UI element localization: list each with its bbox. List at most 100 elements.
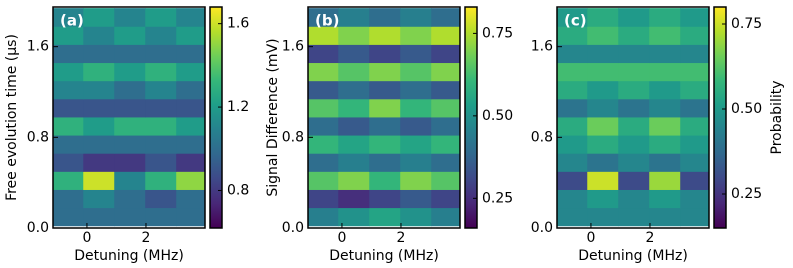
- heatmap-cell: [369, 153, 401, 172]
- heatmap-cell: [649, 171, 681, 190]
- colorbar-tick-label: 0.50: [731, 101, 762, 117]
- heatmap-cell: [557, 135, 588, 154]
- heatmap-cell: [680, 189, 709, 209]
- heatmap-cell: [400, 207, 432, 227]
- heatmap-cell: [114, 171, 146, 190]
- heatmap-cell: [557, 171, 588, 190]
- y-tick-label: 0.0: [531, 220, 553, 236]
- heatmap-cell: [618, 207, 650, 227]
- panel-label: (a): [60, 12, 84, 30]
- y-tick-label: 0.8: [531, 129, 553, 145]
- heatmap-cell: [649, 44, 681, 64]
- heatmap-cell: [400, 153, 432, 172]
- y-tick-label: 1.6: [531, 39, 553, 55]
- heatmap-cell: [680, 8, 709, 27]
- heatmap-cell: [338, 153, 370, 172]
- heatmap-cell: [680, 62, 709, 82]
- heatmap-cell: [587, 116, 619, 136]
- heatmap-cell: [400, 171, 432, 190]
- heatmap-cell: [145, 189, 177, 209]
- colorbar: [464, 6, 478, 229]
- heatmap-cell: [145, 44, 177, 64]
- colorbar-tick-label: 0.75: [482, 25, 513, 41]
- heatmap-cell: [83, 189, 115, 209]
- heatmap-cell: [308, 135, 339, 154]
- heatmap-cell: [649, 98, 681, 118]
- heatmap-cell: [338, 135, 370, 154]
- y-tick-label: 0.0: [27, 220, 49, 236]
- heatmap-cell: [308, 189, 339, 209]
- heatmap-cell: [557, 207, 588, 227]
- heatmap-cell: [83, 80, 115, 100]
- heatmap-cell: [114, 98, 146, 118]
- heatmap-cell: [587, 189, 619, 209]
- y-tick-label: 0.0: [282, 220, 304, 236]
- heatmap-cell: [680, 135, 709, 154]
- heatmap-cell: [83, 171, 115, 190]
- heatmap-cell: [338, 171, 370, 190]
- heatmap-cell: [649, 62, 681, 82]
- x-axis-label: Detuning (MHz): [329, 248, 439, 264]
- heatmap-cell: [308, 26, 339, 45]
- heatmap-cell: [557, 116, 588, 136]
- heatmap-cell: [587, 44, 619, 64]
- heatmap-cell: [369, 80, 401, 100]
- colorbar-tick-label: 0.8: [227, 182, 249, 198]
- x-tick-label: 0: [586, 230, 595, 246]
- heatmap-cell: [618, 62, 650, 82]
- heatmap-cell: [369, 189, 401, 209]
- heatmap: [308, 8, 460, 227]
- heatmap-cell: [431, 8, 460, 27]
- x-tick-label: 2: [397, 230, 406, 246]
- colorbar-tick-label: 0.25: [731, 186, 762, 202]
- heatmap-cell: [431, 116, 460, 136]
- heatmap-cell: [114, 62, 146, 82]
- heatmap-cell: [176, 98, 205, 118]
- heatmap-cell: [369, 26, 401, 45]
- heatmap-cell: [308, 207, 339, 227]
- x-tick-label: 0: [337, 230, 346, 246]
- panel-label: (b): [315, 12, 339, 30]
- heatmap-cell: [369, 8, 401, 27]
- heatmap-cell: [145, 171, 177, 190]
- heatmap-cell: [83, 26, 115, 45]
- x-tick-label: 2: [646, 230, 655, 246]
- heatmap-cell: [114, 80, 146, 100]
- colorbar-tick-label: 0.50: [482, 108, 513, 124]
- heatmap-cell: [431, 62, 460, 82]
- heatmap-cell: [176, 80, 205, 100]
- heatmap-cell: [338, 207, 370, 227]
- heatmap-cell: [308, 62, 339, 82]
- x-tick-label: 0: [82, 230, 91, 246]
- x-axis-label: Detuning (MHz): [578, 248, 688, 264]
- heatmap-cell: [618, 26, 650, 45]
- heatmap-cell: [176, 153, 205, 172]
- colorbar-tick-label: 0.75: [731, 16, 762, 32]
- heatmap-cell: [680, 171, 709, 190]
- heatmap-cell: [114, 116, 146, 136]
- heatmap-cell: [431, 189, 460, 209]
- heatmap-cell: [145, 62, 177, 82]
- heatmap-cell: [53, 116, 84, 136]
- heatmap-cell: [176, 207, 205, 227]
- heatmap-cell: [587, 80, 619, 100]
- y-tick-label: 0.8: [282, 129, 304, 145]
- heatmap: [557, 8, 709, 227]
- heatmap-cell: [680, 44, 709, 64]
- heatmap-cell: [618, 116, 650, 136]
- heatmap-cell: [431, 153, 460, 172]
- heatmap-cell: [618, 153, 650, 172]
- heatmap-cell: [618, 44, 650, 64]
- x-axis-label: Detuning (MHz): [74, 248, 184, 264]
- heatmap-cell: [338, 98, 370, 118]
- heatmap-cell: [53, 153, 84, 172]
- heatmap-cell: [145, 26, 177, 45]
- heatmap-cell: [145, 153, 177, 172]
- heatmap-cell: [176, 44, 205, 64]
- heatmap-cell: [618, 98, 650, 118]
- y-tick-label: 1.6: [27, 39, 49, 55]
- heatmap-cell: [308, 44, 339, 64]
- heatmap-cell: [557, 26, 588, 45]
- y-tick-label: 1.6: [282, 39, 304, 55]
- heatmap-cell: [114, 207, 146, 227]
